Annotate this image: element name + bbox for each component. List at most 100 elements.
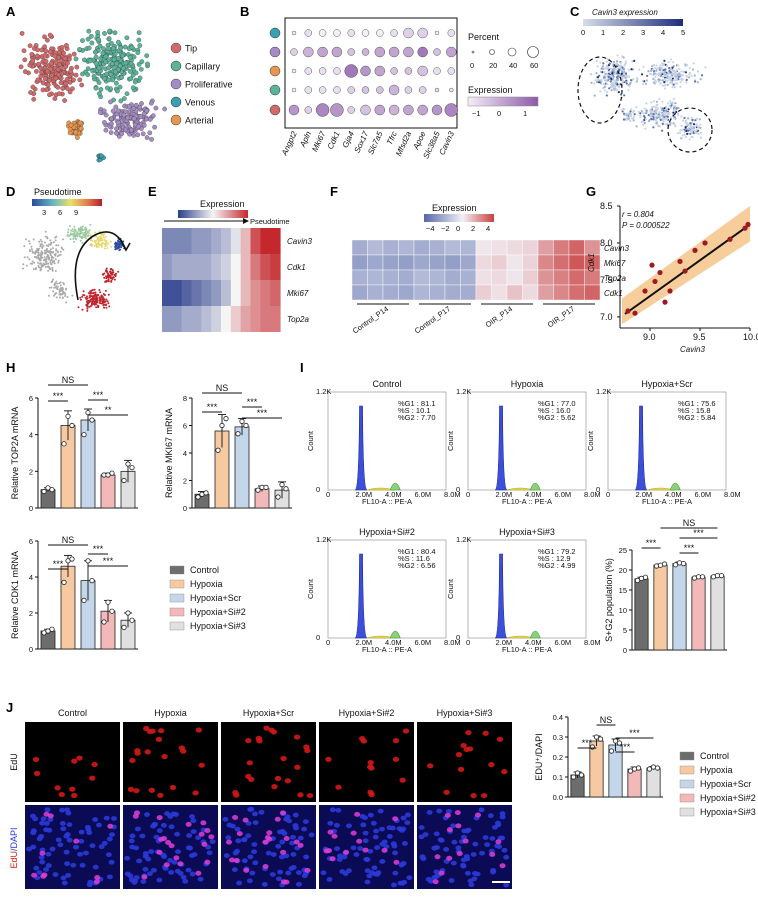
H-top2a-sig-label: ***: [93, 390, 104, 400]
H-cdk1-sig-label: ***: [93, 544, 104, 554]
feature-point: [685, 128, 688, 131]
edu-nucleus: [255, 735, 263, 741]
feature-point: [621, 66, 624, 69]
H-mki67-sig-label: ***: [257, 408, 268, 418]
J-legend-swatch: [679, 807, 695, 817]
pseudotime-point: [84, 236, 86, 239]
feature-point: [686, 63, 689, 66]
f-heat-cell: [537, 284, 554, 301]
tsne-point: [34, 69, 39, 74]
flow-title: Hypoxia: [511, 379, 544, 389]
tsne-point: [109, 116, 114, 122]
dapi-nucleus: [336, 853, 343, 859]
feature-point: [696, 81, 699, 84]
feature-point: [667, 102, 670, 105]
feature-point: [676, 76, 679, 79]
pseudotime-point: [104, 289, 107, 292]
pseudotime-point: [97, 241, 100, 244]
tsne-point: [141, 122, 147, 128]
tsne-point: [149, 100, 154, 106]
tsne-point: [29, 51, 35, 57]
pseudotime-point: [81, 308, 84, 311]
feature-point: [621, 80, 625, 83]
pseudotime-point: [46, 262, 49, 265]
feature-point: [661, 122, 664, 125]
pseudotime-point: [104, 245, 107, 248]
e-heat-cell: [230, 254, 242, 280]
flow-frame: [327, 539, 447, 639]
dapi-nucleus: [377, 808, 384, 814]
feature-point: [669, 71, 672, 74]
tsne-point: [116, 39, 121, 45]
J-bar-point: [654, 765, 661, 771]
dapi-nucleus: [379, 841, 386, 847]
H-top2a-point: [129, 465, 135, 471]
e-heat-cell: [240, 306, 252, 332]
feature-point: [613, 84, 617, 87]
tsne-point: [103, 112, 109, 118]
e-heat-cell: [230, 306, 242, 332]
dapi-nucleus: [335, 807, 342, 813]
edu-nucleus: [192, 790, 199, 796]
f-heat-cell: [537, 254, 554, 271]
merged-nucleus: [474, 812, 481, 818]
pseudotime-point: [31, 262, 33, 265]
dapi-nucleus: [33, 865, 40, 871]
f-heat-cell: [568, 254, 585, 271]
tsne-point: [122, 44, 128, 50]
pseudotime-point: [97, 243, 100, 246]
J-bar-sig-label: ***: [629, 728, 640, 738]
pseudotime-point: [86, 307, 89, 310]
feature-point: [679, 80, 682, 84]
feature-point: [628, 85, 631, 88]
dapi-nucleus: [364, 879, 371, 885]
merged-nucleus: [343, 849, 350, 855]
merged-nucleus: [283, 879, 290, 885]
pseudotime-point: [40, 240, 43, 243]
pseudotime-point: [37, 253, 40, 255]
pseudotime-point: [80, 231, 83, 234]
feature-point: [632, 109, 636, 112]
feature-point: [604, 78, 608, 81]
H-top2a-y-tick-label: 2: [29, 467, 33, 476]
feature-point: [640, 110, 643, 113]
pseudotime-point: [82, 225, 84, 228]
edu-nucleus: [303, 744, 310, 750]
f-heat-cell: [506, 254, 523, 271]
I-bar-point: [718, 572, 725, 579]
dapi-nucleus: [399, 880, 406, 886]
pseudotime-point: [47, 254, 50, 257]
pseudotime-point: [95, 306, 98, 309]
f-colorbar-tick: −2: [441, 224, 450, 233]
dot: [433, 67, 441, 75]
pseudotime-point: [109, 240, 112, 243]
flow-g2-stat: %G2 : 4.99: [538, 561, 576, 570]
pseudotime-point: [88, 229, 91, 232]
dot: [330, 103, 344, 117]
edu-nucleus: [496, 736, 504, 742]
feature-point: [625, 74, 628, 77]
pseudotime-point: [98, 296, 101, 299]
pseudotime-point: [38, 240, 41, 243]
merged-nucleus: [225, 839, 232, 845]
dapi-nucleus: [373, 828, 380, 834]
f-colorbar-tick: 0: [456, 224, 460, 233]
tsne-point: [128, 127, 134, 133]
tsne-point: [18, 64, 24, 70]
merged-nucleus: [356, 838, 363, 844]
feature-point: [694, 119, 697, 122]
pseudotime-point: [49, 252, 52, 255]
dapi-nucleus: [127, 873, 134, 879]
pseudotime-point: [81, 241, 84, 244]
feature-point: [657, 73, 660, 76]
pseudotime-point: [101, 295, 104, 298]
pseudotime-point: [57, 244, 60, 247]
dapi-nucleus: [186, 845, 193, 851]
flow-x-tick: 8.0M: [724, 490, 741, 499]
dapi-nucleus: [245, 833, 252, 839]
flow-y-tick: 1.2K: [456, 387, 471, 396]
tsne-point: [68, 68, 74, 74]
H-cdk1-point: [85, 558, 91, 564]
tsne-point: [48, 66, 54, 72]
